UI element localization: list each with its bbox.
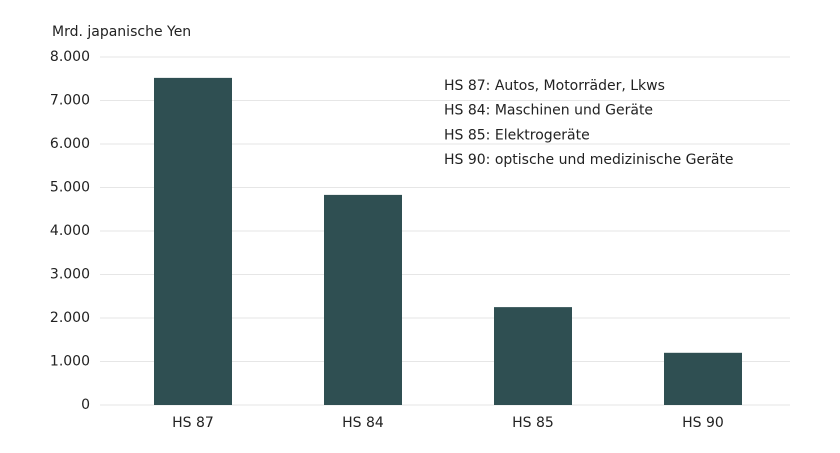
y-tick-label: 2.000	[50, 310, 90, 326]
annotation: HS 84: Maschinen und Geräte	[444, 103, 653, 119]
y-tick-label: 1.000	[50, 354, 90, 370]
x-tick-label: HS 85	[512, 415, 554, 431]
bar	[324, 194, 402, 405]
bar	[494, 307, 572, 405]
x-tick-label: HS 87	[172, 415, 214, 431]
y-axis-label: Mrd. japanische Yen	[52, 24, 191, 40]
y-tick-label: 7.000	[50, 93, 90, 109]
y-tick-label: 3.000	[50, 267, 90, 283]
annotation: HS 90: optische und medizinische Geräte	[444, 152, 734, 168]
annotation: HS 87: Autos, Motorräder, Lkws	[444, 78, 665, 94]
bar	[154, 77, 232, 405]
y-tick-label: 5.000	[50, 180, 90, 196]
bar	[664, 352, 742, 405]
y-tick-label: 8.000	[50, 49, 90, 65]
x-tick-label: HS 84	[342, 415, 384, 431]
y-tick-label: 0	[81, 397, 90, 413]
y-tick-label: 6.000	[50, 136, 90, 152]
y-tick-label: 4.000	[50, 223, 90, 239]
annotation: HS 85: Elektrogeräte	[444, 127, 590, 143]
x-tick-label: HS 90	[682, 415, 724, 431]
